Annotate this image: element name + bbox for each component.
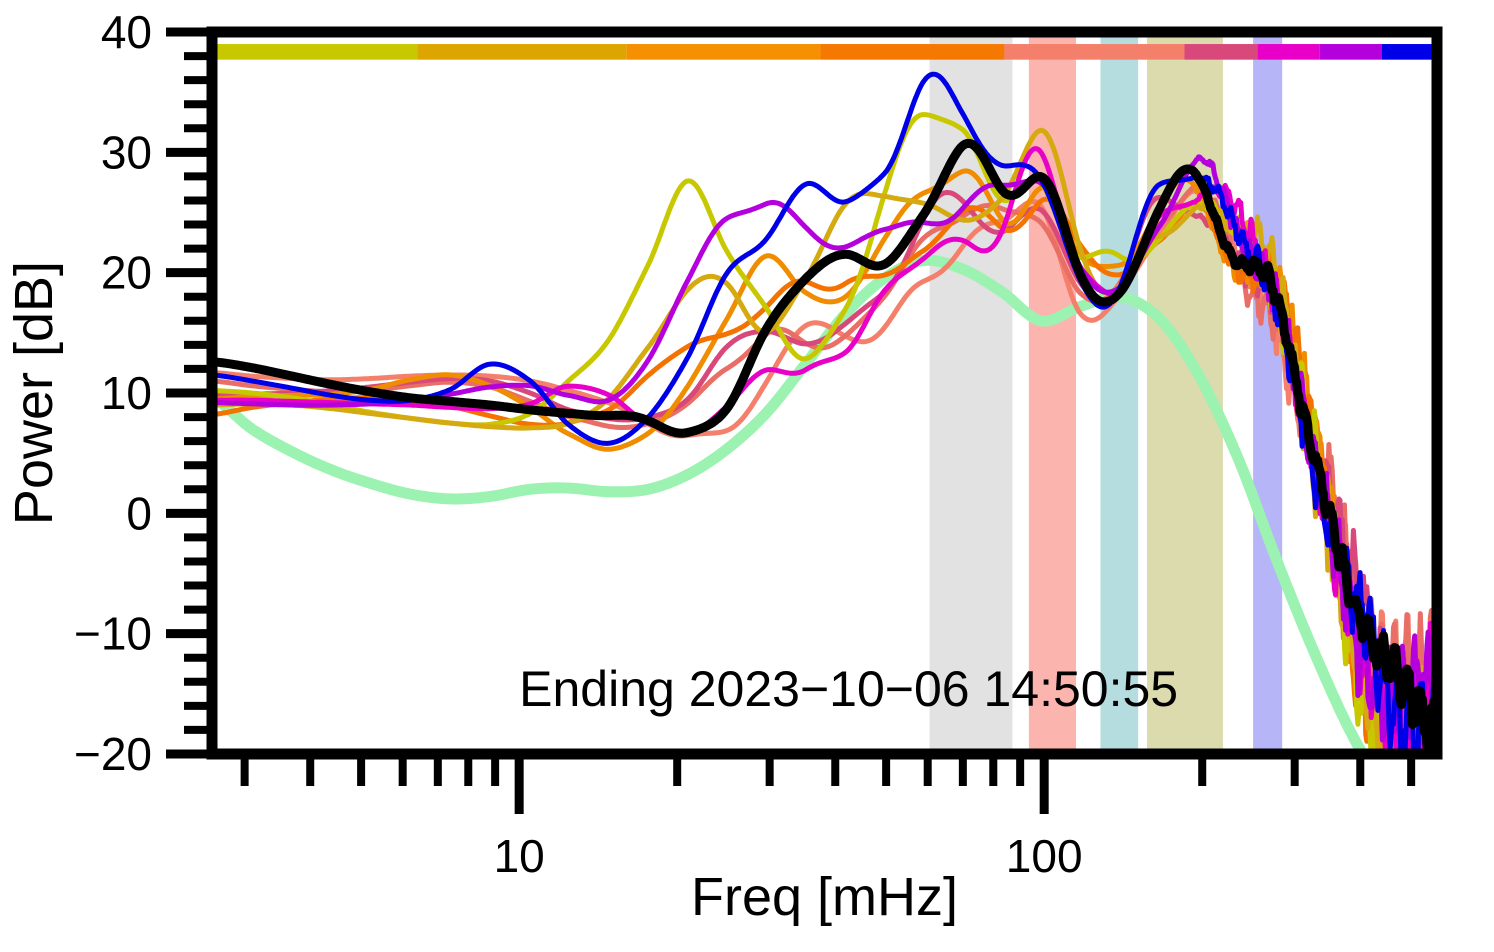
y-tick-label: 10 [101, 367, 152, 419]
y-tick-label: −20 [74, 728, 152, 780]
colorbar-segment-2 [626, 44, 821, 60]
y-tick-label: −10 [74, 608, 152, 660]
colorbar-segment-4 [1004, 44, 1185, 60]
band-gray [929, 37, 1013, 749]
y-tick-label: 20 [101, 247, 152, 299]
time-colorbar [212, 44, 1437, 60]
shaded-bands [929, 37, 1283, 749]
tick-labels: −20 −10 0 10 20 30 40 10 100 [74, 6, 1083, 882]
axes-frame [206, 26, 1443, 760]
colorbar-segment-7 [1319, 44, 1383, 60]
axis-spine-bottom [206, 748, 1443, 760]
colorbar-segment-6 [1257, 44, 1320, 60]
band-cyan [1100, 37, 1139, 749]
y-tick-label: 0 [126, 487, 152, 539]
colorbar-segment-5 [1184, 44, 1258, 60]
curve-mean [212, 138, 1437, 754]
curve-salmon-1 [212, 187, 1437, 748]
band-pink [1028, 37, 1077, 749]
colorbar-segment-8 [1382, 44, 1437, 60]
spectrum-curves [212, 71, 1437, 754]
x-tick-label: 10 [494, 830, 545, 882]
axis-spine-top [206, 26, 1443, 38]
colorbar-segment-0 [212, 44, 418, 60]
y-axis-title: Power [dB] [4, 261, 64, 525]
ending-timestamp-annotation: Ending 2023−10−06 14:50:55 [519, 661, 1178, 717]
axis-spine-left [206, 26, 218, 760]
y-tick-label: 30 [101, 126, 152, 178]
x-axis-title: Freq [mHz] [691, 867, 958, 927]
colorbar-segment-3 [820, 44, 1005, 60]
axis-spine-right [1431, 26, 1443, 760]
band-lavender [1253, 37, 1283, 749]
y-tick-label: 40 [101, 6, 152, 58]
axis-ticks [166, 27, 1443, 814]
colorbar-segment-1 [417, 44, 627, 60]
x-tick-label: 100 [1006, 830, 1083, 882]
